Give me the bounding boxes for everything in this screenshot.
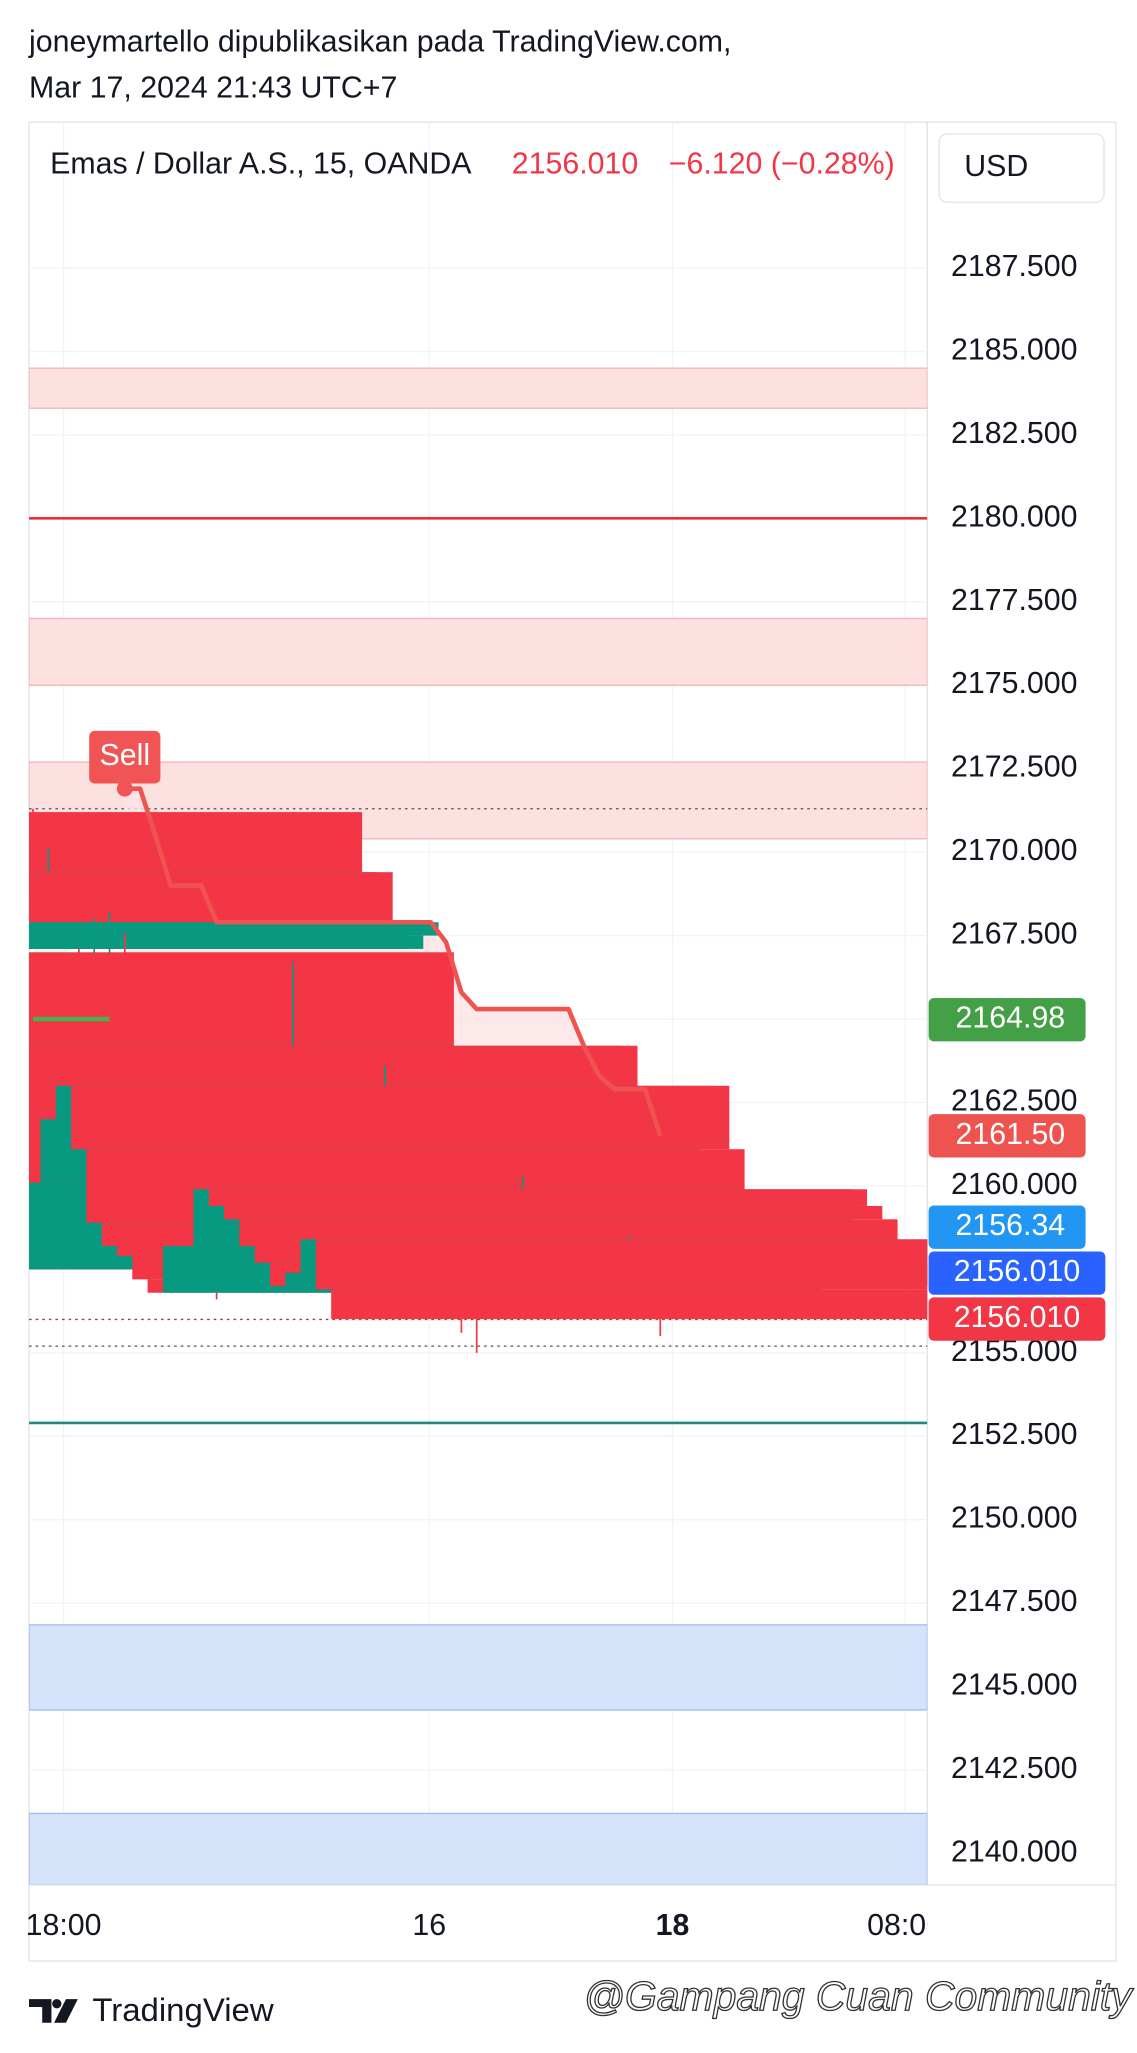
zone <box>29 1812 928 1885</box>
price-tag <box>928 1251 1106 1295</box>
price-tag-label: 2164.98 <box>956 1002 1066 1035</box>
zone <box>29 617 928 686</box>
price-tag-label: 2156.34 <box>956 1209 1066 1242</box>
trend-line <box>124 786 663 1137</box>
x-tick-label: 18:00 <box>26 1909 102 1942</box>
y-tick-label: 2142.500 <box>951 1752 1078 1785</box>
y-tick-label: 2177.500 <box>951 584 1078 617</box>
candle-body <box>224 1205 883 1220</box>
price-tag-label: 2161.50 <box>956 1118 1066 1151</box>
signal-box <box>89 730 161 784</box>
y-tick-label: 2180.000 <box>951 500 1078 533</box>
y-tick-label: 2150.000 <box>951 1502 1078 1535</box>
candle-body <box>208 1189 867 1206</box>
y-tick-label: 2160.000 <box>951 1168 1078 1201</box>
y-tick-label: 2182.500 <box>951 417 1078 450</box>
time-axis: 18:00 16 18 08:00 <box>26 1909 943 1942</box>
price-axis: 2187.500 2185.000 2182.500 2180.000 2177.500… <box>951 250 1078 1868</box>
x-tick-label: 16 <box>412 1909 446 1942</box>
y-tick-label: 2147.500 <box>951 1585 1078 1618</box>
currency-box[interactable] <box>938 133 1105 203</box>
price-tag <box>928 1297 1106 1341</box>
last-price: 2156.010 <box>512 148 639 181</box>
signal-pointer <box>116 782 133 791</box>
y-tick-label: 2187.500 <box>951 250 1078 283</box>
price-tag <box>928 1114 1086 1158</box>
y-tick-label: 2167.500 <box>951 918 1078 951</box>
candle-body <box>29 935 424 949</box>
y-tick-label: 2175.000 <box>951 667 1078 700</box>
candle-body <box>331 1289 928 1320</box>
y-tick-label: 2140.000 <box>951 1836 1078 1869</box>
price-tag <box>928 998 1086 1042</box>
zone <box>29 1624 928 1711</box>
plot <box>29 367 928 1885</box>
price-tag-label: 2156.010 <box>954 1255 1081 1288</box>
y-tick-label: 2172.500 <box>951 751 1078 784</box>
candle-body <box>315 1239 928 1290</box>
candle-body <box>29 922 439 936</box>
symbol: Emas / Dollar A.S., 15, OANDA <box>50 148 472 181</box>
y-tick-label: 2162.500 <box>951 1085 1078 1118</box>
y-tick-label: 2145.000 <box>951 1669 1078 1702</box>
signal-label: Sell <box>100 739 151 772</box>
change: −6.120 (−0.28%) <box>669 148 895 181</box>
zone <box>29 367 928 409</box>
brand: TradingView <box>92 1991 274 2028</box>
candle-body <box>71 1085 730 1150</box>
currency[interactable]: USD <box>964 150 1028 183</box>
watermark: @Gampang Cuan Community <box>583 1973 1134 2019</box>
brand-logo <box>29 1999 78 2023</box>
y-tick-label: 2185.000 <box>951 334 1078 367</box>
price-tag-label: 2156.010 <box>954 1301 1081 1334</box>
x-tick-label: 18 <box>656 1909 690 1942</box>
date-line: Mar 17, 2024 21:43 UTC+7 <box>29 71 397 104</box>
price-tag <box>928 1205 1086 1249</box>
author-line: joneymartello dipublikasikan pada Tradin… <box>28 25 731 58</box>
y-tick-label: 2152.500 <box>951 1418 1078 1451</box>
x-tick-label: 08:00 <box>867 1909 943 1942</box>
y-tick-label: 2170.000 <box>951 834 1078 867</box>
